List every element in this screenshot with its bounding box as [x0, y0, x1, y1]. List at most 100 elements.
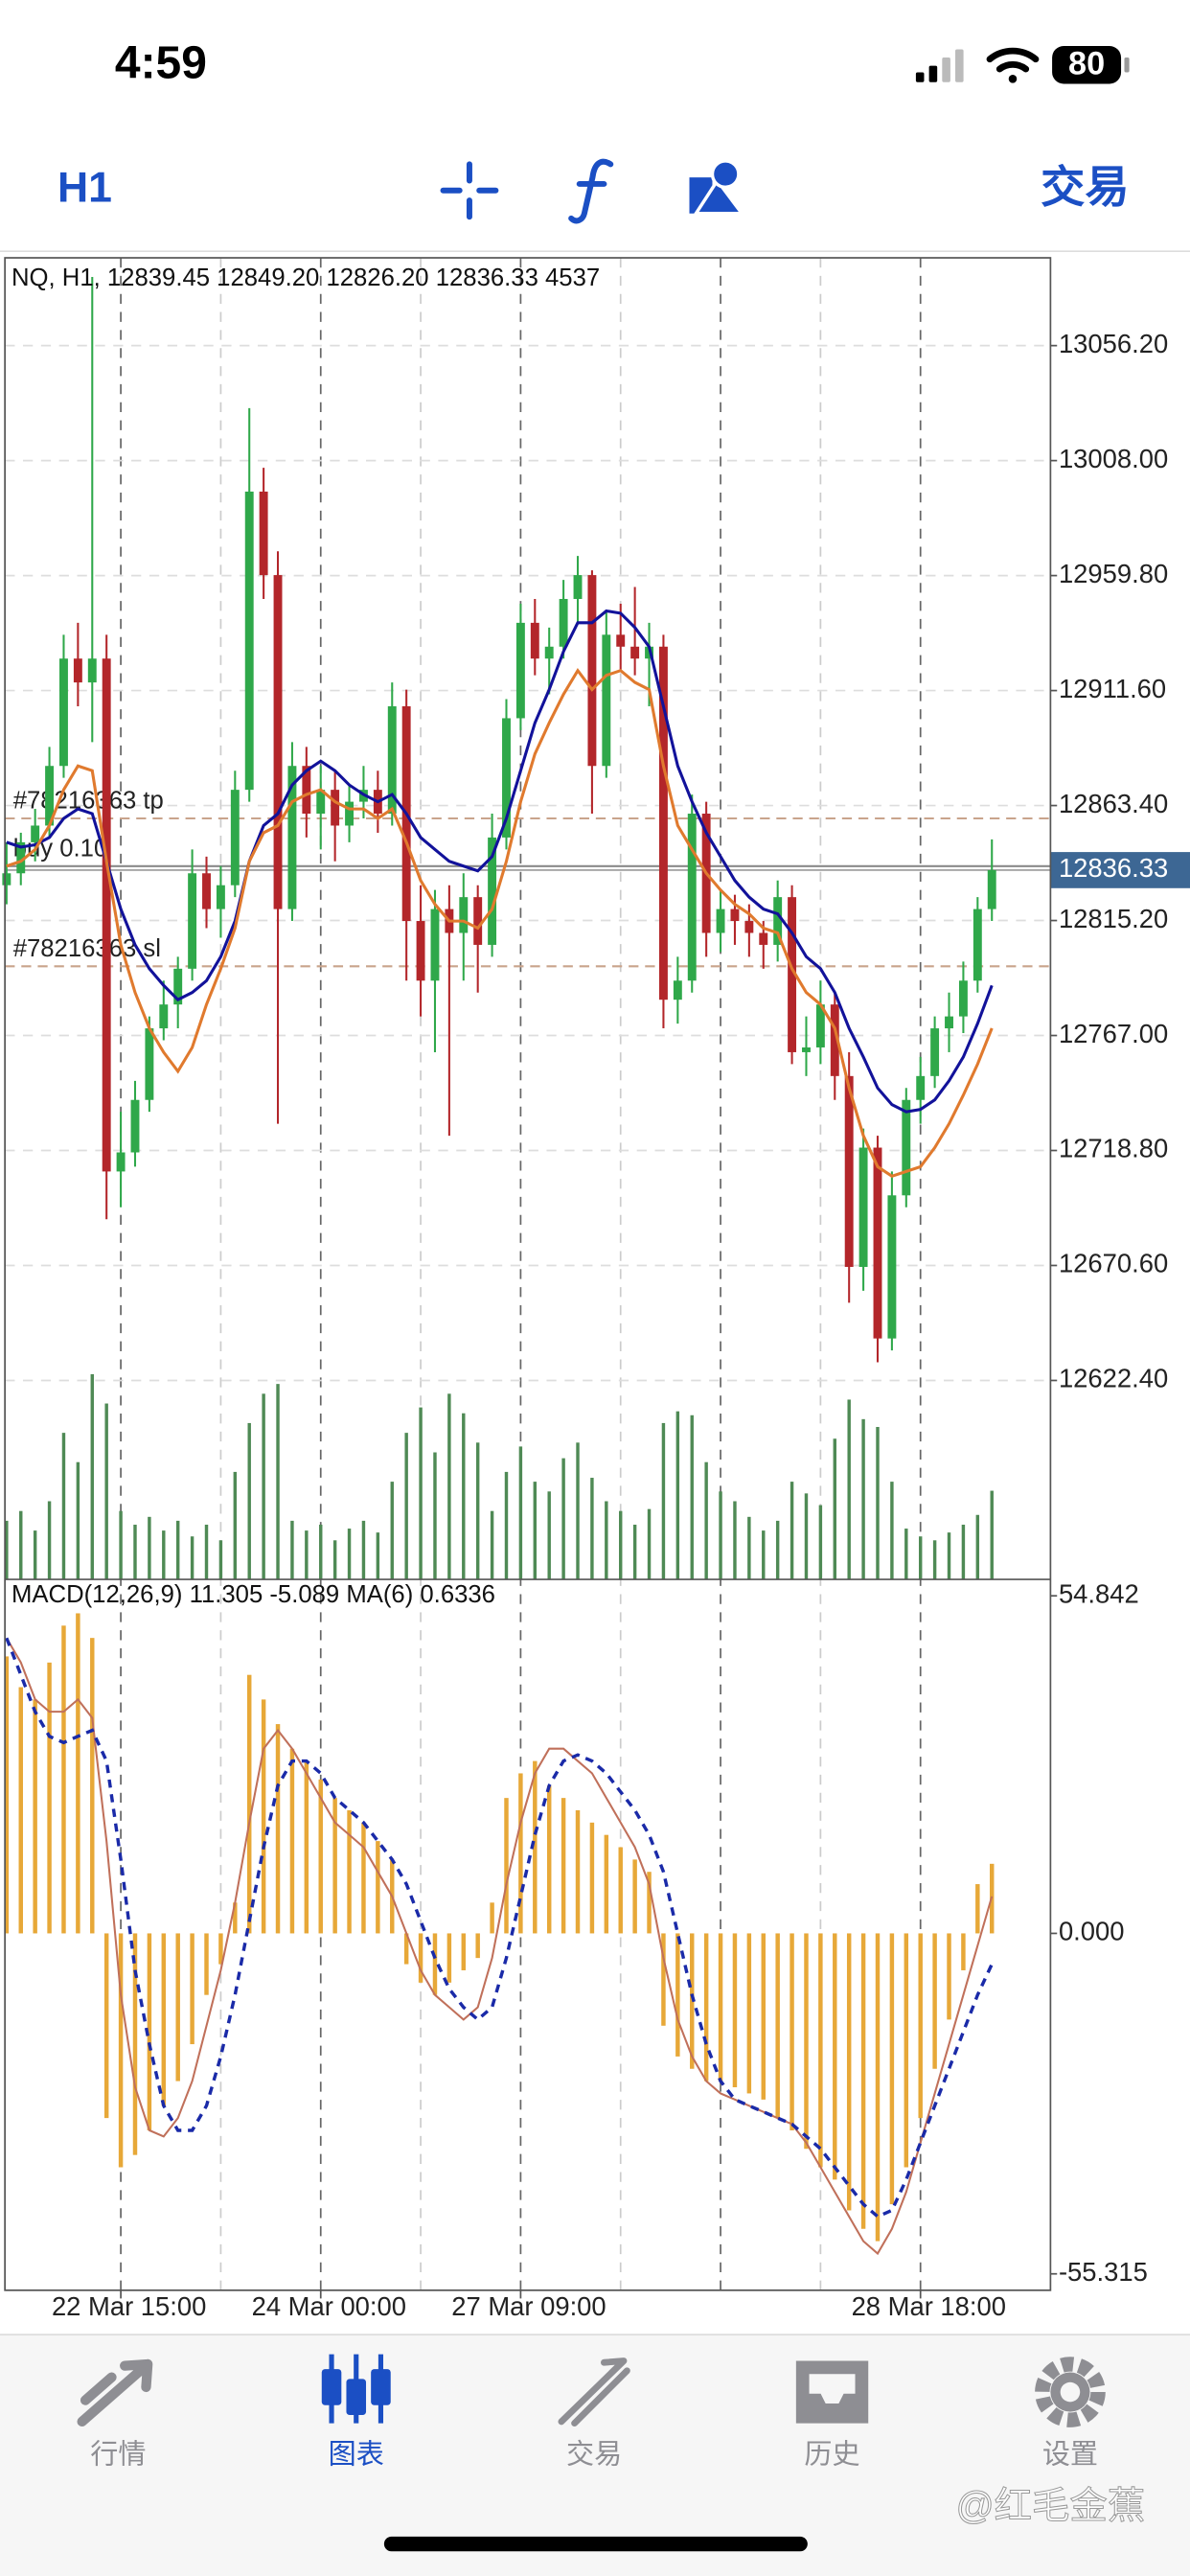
macd-info: MACD(12,26,9) 11.305 -5.089 MA(6) 0.6336	[11, 1581, 495, 1608]
tab-button[interactable]: 行情	[77, 2358, 153, 2471]
moving-average-line	[6, 667, 994, 1179]
macd-histogram-bar	[118, 1933, 124, 2168]
tab-button[interactable]: 历史	[795, 2360, 869, 2471]
y-tick-label: 12670.60	[1059, 1249, 1168, 1278]
candle-body	[230, 790, 240, 886]
y-tick-label: -55.315	[1059, 2257, 1148, 2287]
macd-histogram-bar	[47, 1662, 52, 1934]
volume-bar	[376, 1532, 380, 1580]
volume-bar	[404, 1433, 408, 1580]
volume-bar	[290, 1520, 294, 1580]
volume-bar	[861, 1418, 865, 1580]
macd-histogram-bar	[703, 1933, 709, 2082]
volume-bar	[247, 1422, 251, 1580]
tab-label[interactable]: 行情	[90, 2439, 146, 2471]
macd-histogram-bar	[90, 1638, 95, 1934]
candle-body	[530, 622, 539, 659]
volume-bar	[175, 1520, 180, 1580]
macd-histogram-bar	[304, 1760, 309, 1934]
volume-bar	[305, 1530, 309, 1580]
volume-bar	[847, 1399, 851, 1580]
y-tick-label: 12622.40	[1059, 1364, 1168, 1393]
volume-bar	[605, 1501, 608, 1580]
candle-body	[958, 980, 968, 1017]
tab-label[interactable]: 图表	[329, 2439, 384, 2471]
volume-bar	[90, 1373, 94, 1580]
chart-info: NQ, H1, 12839.45 12849.20 12826.20 12836…	[11, 264, 600, 291]
candle-body	[587, 575, 597, 767]
tab-label[interactable]: 历史	[804, 2439, 859, 2471]
macd-histogram-bar	[475, 1933, 480, 1959]
volume-bar	[547, 1491, 551, 1580]
candle-body	[459, 897, 469, 933]
macd-histogram-bar	[4, 1656, 10, 1934]
macd-histogram-bar	[675, 1933, 680, 2057]
volume-bar	[19, 1510, 23, 1580]
timeframe-button[interactable]: H1	[57, 165, 112, 212]
macd-line	[5, 1637, 994, 2256]
tab-label[interactable]: 交易	[566, 2439, 622, 2471]
y-tick-label: 12863.40	[1059, 789, 1168, 818]
macd-histogram-bar	[561, 1798, 566, 1934]
tab-button[interactable]: 设置	[1035, 2357, 1106, 2471]
volume-bar	[704, 1461, 708, 1580]
macd-histogram-bar	[647, 1872, 652, 1934]
y-tick-label: 12815.20	[1059, 904, 1168, 933]
battery-cap	[1124, 58, 1130, 73]
macd-histogram-bar	[361, 1822, 366, 1934]
macd-histogram-bar	[961, 1933, 966, 1970]
candle-body	[302, 766, 311, 815]
tab-label[interactable]: 设置	[1042, 2440, 1098, 2471]
macd-histogram-bar	[190, 1933, 195, 2045]
macd-histogram-bar	[618, 1847, 623, 1934]
macd-histogram-bar	[18, 1687, 23, 1934]
candle-body	[259, 491, 268, 576]
tab-icon	[1060, 2381, 1081, 2403]
volume-bar	[733, 1501, 737, 1580]
volume-bar	[148, 1516, 151, 1580]
macd-histogram-bar	[161, 1933, 167, 2106]
candle-body	[87, 658, 97, 683]
candle-body	[987, 869, 996, 909]
trade-button[interactable]: 交易	[1041, 162, 1130, 212]
tab-button[interactable]: 图表	[321, 2354, 391, 2471]
volume-bar	[347, 1529, 352, 1580]
candle-body	[602, 634, 611, 767]
y-tick-label: 12959.80	[1059, 559, 1168, 588]
volume-bar	[818, 1505, 823, 1580]
candle-body	[2, 873, 11, 886]
macd-histogram-bar	[818, 1933, 823, 2168]
volume-bar	[661, 1422, 666, 1580]
macd-histogram-bar	[289, 1748, 295, 1934]
macd-histogram-bar	[746, 1933, 752, 2094]
macd-histogram-bar	[461, 1933, 467, 1970]
macd-histogram-bar	[233, 1902, 238, 1934]
tab-button[interactable]: 交易	[558, 2358, 630, 2471]
current-price-box	[1050, 852, 1190, 888]
macd-histogram-bar	[690, 1933, 695, 2069]
volume-bar	[790, 1482, 794, 1580]
macd-histogram-bar	[575, 1809, 581, 1934]
objects-button[interactable]	[689, 159, 745, 216]
crosshair-button[interactable]	[440, 161, 499, 220]
candle-body	[145, 1028, 154, 1100]
indicators-button[interactable]	[568, 158, 614, 224]
candle-body	[973, 908, 982, 981]
candle-body	[287, 766, 297, 909]
volume-bar	[690, 1414, 694, 1580]
candle-body	[59, 658, 68, 767]
candle-body	[73, 658, 82, 683]
candle-body	[630, 646, 640, 659]
candle-body	[102, 658, 111, 1172]
volume-bar	[918, 1536, 923, 1580]
candle-body	[945, 1016, 953, 1029]
volume-bar	[104, 1403, 108, 1580]
battery-icon	[1052, 46, 1122, 84]
volume-bar	[5, 1520, 9, 1580]
x-tick-label: 22 Mar 15:00	[52, 2291, 206, 2321]
volume-bar	[462, 1413, 466, 1580]
x-tick-label: 28 Mar 18:00	[852, 2291, 1006, 2321]
macd-histogram-bar	[846, 1933, 852, 2211]
candle-body	[331, 790, 340, 826]
candle-body	[488, 837, 497, 945]
